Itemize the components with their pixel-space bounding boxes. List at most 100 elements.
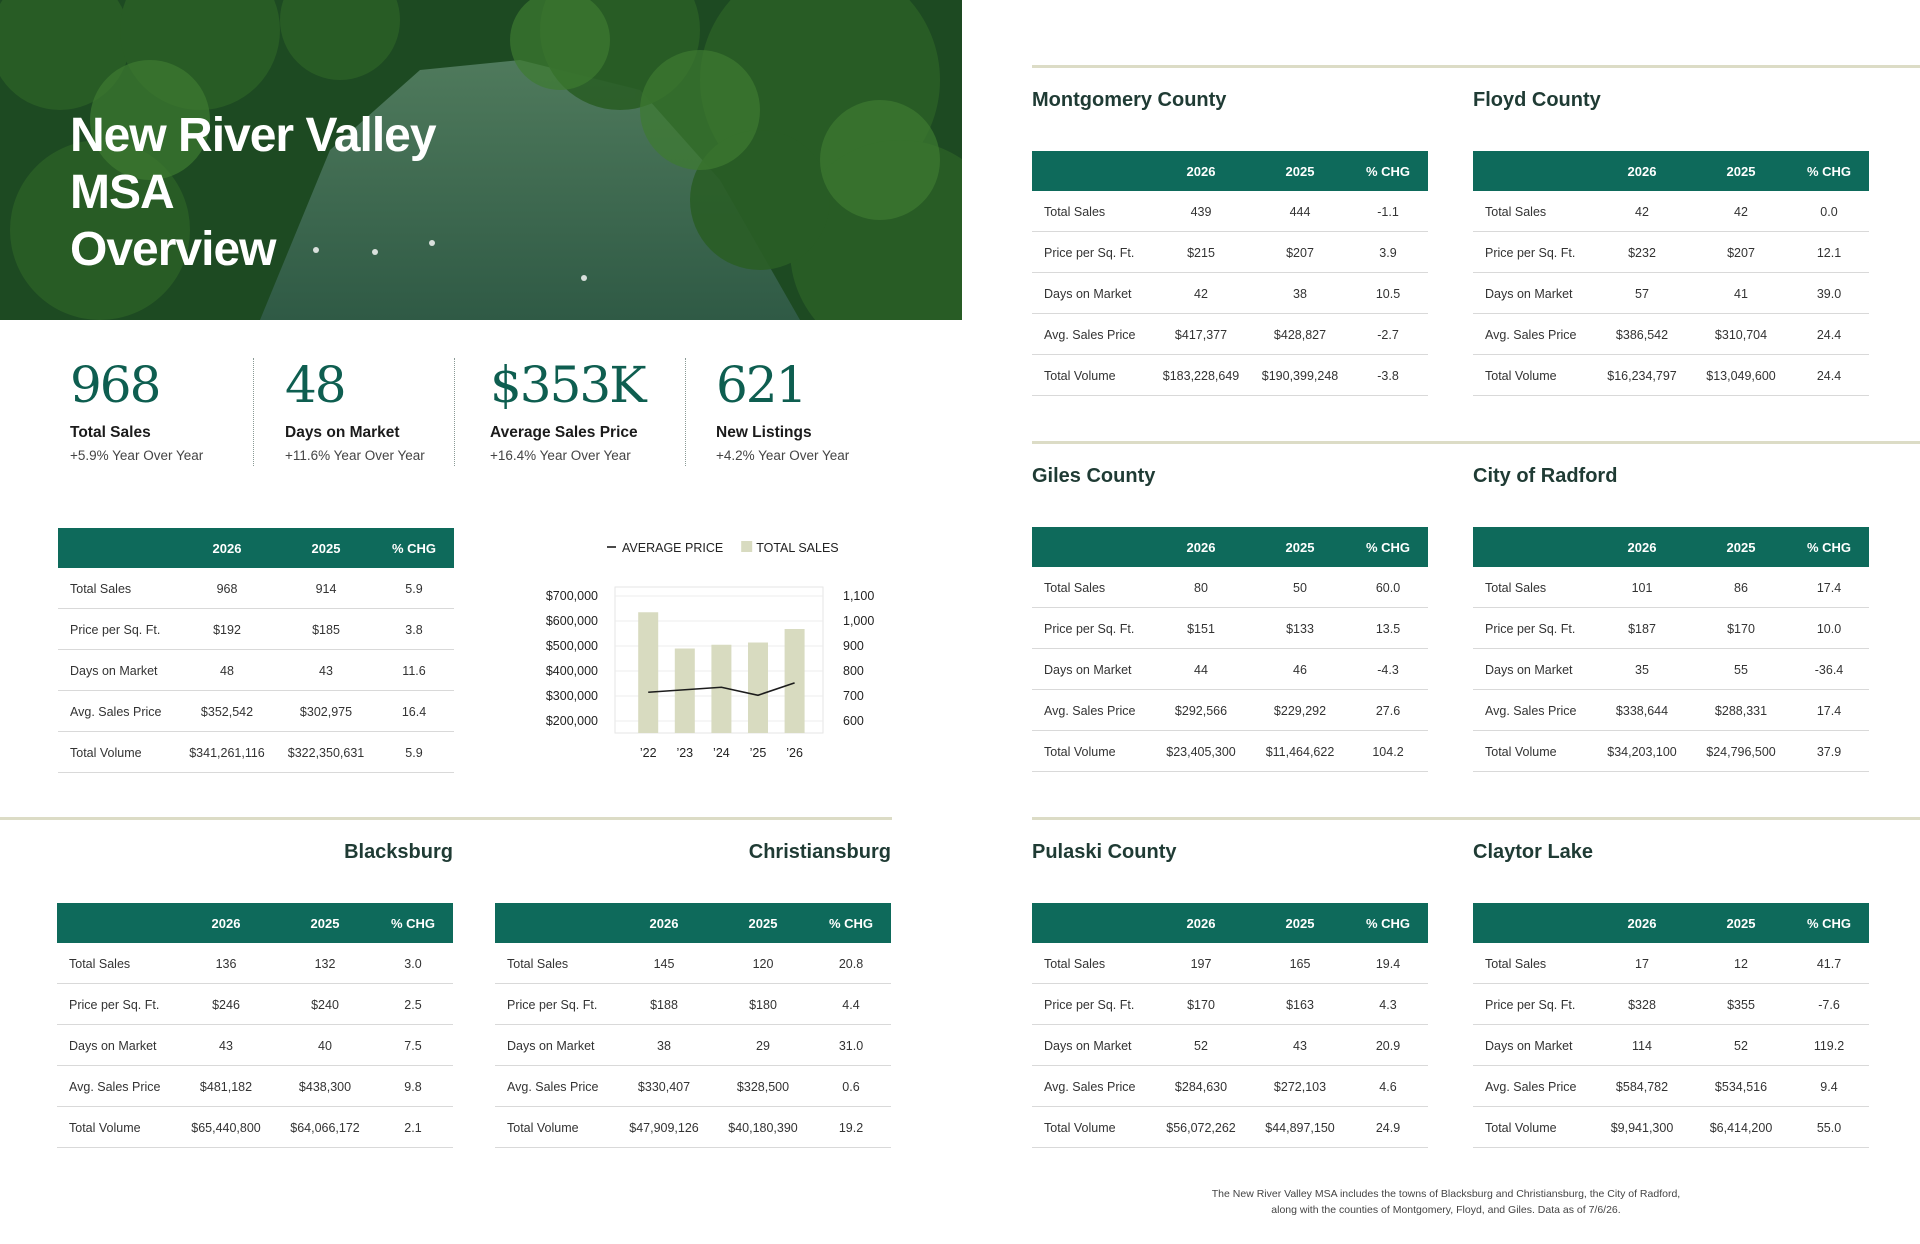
row-label: Price per Sq. Ft. <box>1044 622 1135 636</box>
cell-value: $428,827 <box>1273 328 1327 342</box>
y2-tick-label: 600 <box>843 714 864 728</box>
cell-value: 2.1 <box>404 1121 422 1135</box>
bar <box>674 648 695 733</box>
row-label: Avg. Sales Price <box>1485 328 1577 342</box>
stat-change: +16.4% Year Over Year <box>490 448 631 463</box>
y-tick-label: $400,000 <box>546 664 598 678</box>
row-label: Price per Sq. Ft. <box>1485 998 1576 1012</box>
cell-value: $272,103 <box>1273 1080 1327 1094</box>
cell-value: 132 <box>314 957 336 971</box>
row-divider <box>495 1106 891 1107</box>
cell-value: 24.4 <box>1816 328 1842 342</box>
table-header <box>58 528 454 568</box>
cell-value: 55 <box>1734 663 1748 677</box>
cell-value: 43 <box>1293 1039 1307 1053</box>
cell-value: $386,542 <box>1615 328 1669 342</box>
separator <box>454 358 455 466</box>
cell-value: 119.2 <box>1813 1039 1845 1053</box>
cell-value: 19.2 <box>838 1121 864 1135</box>
cell-value: $207 <box>1727 246 1755 260</box>
row-divider <box>1473 1106 1869 1107</box>
hero-title: New River Valley <box>70 109 437 162</box>
column-header: % CHG <box>828 916 874 931</box>
table-title: City of Radford <box>1473 465 1618 487</box>
cell-value: $417,377 <box>1174 328 1228 342</box>
cell-value: 31.0 <box>838 1039 864 1053</box>
cell-value: 4.3 <box>1379 998 1397 1012</box>
row-label: Total Sales <box>1485 205 1547 219</box>
column-header: % CHG <box>1365 916 1411 931</box>
row-label: Price per Sq. Ft. <box>507 998 598 1012</box>
row-label: Total Volume <box>1485 369 1557 383</box>
row-divider <box>1473 983 1869 984</box>
row-label: Avg. Sales Price <box>1044 328 1136 342</box>
cell-value: 17.4 <box>1816 704 1842 718</box>
cell-value: $6,414,200 <box>1709 1121 1773 1135</box>
y2-tick-label: 800 <box>843 664 864 678</box>
table-header <box>1032 151 1428 191</box>
cell-value: 0.6 <box>842 1080 860 1094</box>
cell-value: 10.0 <box>1816 622 1842 636</box>
cell-value: $302,975 <box>299 705 353 719</box>
divider <box>1032 817 1920 820</box>
footnote: The New River Valley MSA includes the to… <box>1211 1188 1681 1200</box>
table-header <box>1032 527 1428 567</box>
stat-label: Days on Market <box>285 424 400 441</box>
divider <box>1032 65 1920 68</box>
legend-swatch <box>741 541 753 552</box>
cell-value: 20.8 <box>838 957 864 971</box>
row-label: Days on Market <box>1044 287 1132 301</box>
separator <box>685 358 686 466</box>
row-label: Days on Market <box>1485 663 1573 677</box>
column-header: 2025 <box>1285 916 1315 931</box>
y-tick-label: $700,000 <box>546 589 598 603</box>
cell-value: 4.6 <box>1379 1080 1397 1094</box>
row-divider <box>1032 1106 1428 1107</box>
separator <box>253 358 254 466</box>
row-divider <box>1473 313 1869 314</box>
divider <box>0 817 892 820</box>
column-header: 2026 <box>1627 916 1657 931</box>
cell-value: 38 <box>1293 287 1307 301</box>
stat-label: Average Sales Price <box>490 424 638 441</box>
row-divider <box>1473 354 1869 355</box>
cell-value: $481,182 <box>199 1080 253 1094</box>
cell-value: 57 <box>1635 287 1649 301</box>
row-divider <box>1032 1147 1428 1148</box>
cell-value: $246 <box>212 998 240 1012</box>
cell-value: 17.4 <box>1816 581 1842 595</box>
row-divider <box>1473 648 1869 649</box>
row-divider <box>1473 395 1869 396</box>
row-divider <box>1032 771 1428 772</box>
cell-value: 13.5 <box>1375 622 1401 636</box>
row-label: Total Volume <box>1485 745 1557 759</box>
cell-value: 10.5 <box>1375 287 1401 301</box>
hero-title: Overview <box>70 223 276 276</box>
table-header <box>495 903 891 943</box>
cell-value: $190,399,248 <box>1261 369 1339 383</box>
table-title: Montgomery County <box>1032 89 1227 111</box>
cell-value: $47,909,126 <box>629 1121 699 1135</box>
cell-value: $229,292 <box>1273 704 1327 718</box>
row-divider <box>1032 983 1428 984</box>
footnote: along with the counties of Montgomery, F… <box>1271 1204 1621 1216</box>
y2-tick-label: 1,100 <box>843 589 874 603</box>
row-divider <box>1032 231 1428 232</box>
cell-value: $65,440,800 <box>191 1121 261 1135</box>
column-header: 2025 <box>1726 916 1756 931</box>
table-header <box>1473 527 1869 567</box>
y-tick-label: $600,000 <box>546 614 598 628</box>
column-header: % CHG <box>391 541 437 556</box>
row-divider <box>57 983 453 984</box>
column-header: % CHG <box>1806 164 1852 179</box>
column-header: 2026 <box>1186 540 1216 555</box>
column-header: 2026 <box>1627 164 1657 179</box>
cell-value: -36.4 <box>1814 663 1844 677</box>
cell-value: 165 <box>1289 957 1311 971</box>
row-divider <box>1473 1065 1869 1066</box>
cell-value: $328 <box>1628 998 1656 1012</box>
row-label: Price per Sq. Ft. <box>1044 998 1135 1012</box>
row-label: Total Volume <box>69 1121 141 1135</box>
row-divider <box>1032 730 1428 731</box>
